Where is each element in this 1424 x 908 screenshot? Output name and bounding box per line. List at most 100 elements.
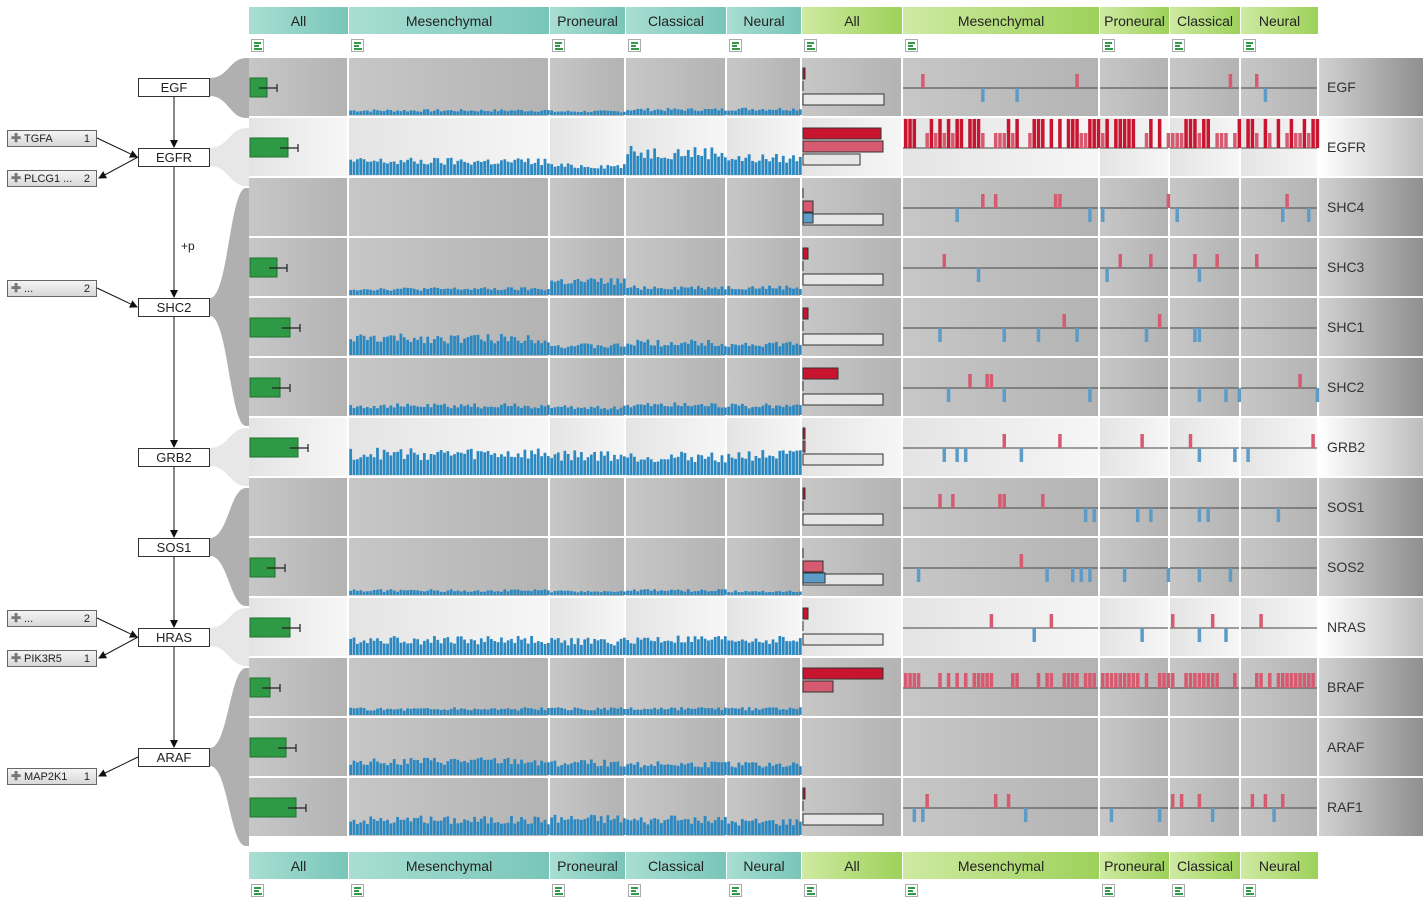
side-node[interactable]: ✚ PIK3R5 1 bbox=[7, 650, 97, 667]
pathway-node-hras[interactable]: HRAS bbox=[138, 628, 210, 647]
sort-icon[interactable] bbox=[552, 39, 565, 52]
expression-sample-bar bbox=[616, 459, 620, 475]
side-node-name: MAP2K1 bbox=[24, 771, 68, 783]
sort-icon[interactable] bbox=[351, 39, 364, 52]
side-node[interactable]: ✚ TGFA 1 bbox=[7, 130, 97, 147]
expand-icon[interactable]: ✚ bbox=[11, 171, 22, 185]
expression-sample-bar bbox=[456, 636, 460, 655]
mutation-mark bbox=[908, 119, 912, 148]
expression-sample-bar bbox=[406, 159, 409, 175]
sort-icon[interactable] bbox=[1102, 39, 1115, 52]
sort-icon[interactable] bbox=[1102, 884, 1115, 897]
expression-sample-bar bbox=[676, 345, 680, 355]
bottom-header-mutation-mesenchymal[interactable]: Mesenchymal bbox=[903, 852, 1100, 879]
gene-label[interactable]: BRAF bbox=[1319, 658, 1423, 716]
expression-sample-bar bbox=[463, 590, 466, 595]
expand-icon[interactable]: ✚ bbox=[11, 131, 22, 145]
sort-icon[interactable] bbox=[804, 39, 817, 52]
expression-sample-bar bbox=[703, 590, 707, 595]
bottom-header-mutation-proneural[interactable]: Proneural bbox=[1100, 852, 1170, 879]
bottom-header-mutation-all[interactable]: All bbox=[802, 852, 903, 879]
gene-label[interactable]: ARAF bbox=[1319, 718, 1423, 776]
gene-label[interactable]: RAF1 bbox=[1319, 778, 1423, 836]
pathway-node-egf[interactable]: EGF bbox=[138, 78, 210, 97]
sort-icon[interactable] bbox=[1243, 884, 1256, 897]
expression-sample-bar bbox=[673, 765, 677, 775]
top-header-mutation-classical[interactable]: Classical bbox=[1170, 7, 1241, 34]
top-header-mutation-proneural[interactable]: Proneural bbox=[1100, 7, 1170, 34]
expression-sample-bar bbox=[490, 590, 493, 595]
mutation-frequency-bar bbox=[802, 393, 884, 406]
pathway-node-egfr[interactable]: EGFR bbox=[138, 148, 210, 167]
expand-icon[interactable]: ✚ bbox=[11, 611, 22, 625]
expression-sample-bar bbox=[622, 405, 626, 415]
sort-icon[interactable] bbox=[1172, 884, 1185, 897]
sort-icon[interactable] bbox=[804, 884, 817, 897]
expression-sample-bar bbox=[622, 591, 626, 595]
expression-sample-bar bbox=[673, 108, 677, 115]
sort-icon[interactable] bbox=[729, 39, 742, 52]
gene-label[interactable]: NRAS bbox=[1319, 598, 1423, 656]
bottom-header-expression-neural[interactable]: Neural bbox=[727, 852, 802, 879]
expression-sample-bar bbox=[453, 111, 456, 115]
bottom-header-expression-all[interactable]: All bbox=[249, 852, 349, 879]
sort-icon[interactable] bbox=[552, 884, 565, 897]
top-header-expression-classical[interactable]: Classical bbox=[626, 7, 727, 34]
side-node[interactable]: ✚ PLCG1 ... 2 bbox=[7, 170, 97, 187]
sort-icon[interactable] bbox=[905, 884, 918, 897]
top-header-expression-proneural[interactable]: Proneural bbox=[550, 7, 626, 34]
bottom-header-expression-classical[interactable]: Classical bbox=[626, 852, 727, 879]
sort-icon[interactable] bbox=[1172, 39, 1185, 52]
expression-sample-bar bbox=[379, 459, 383, 475]
sort-icon[interactable] bbox=[251, 884, 264, 897]
gene-label[interactable]: SOS1 bbox=[1319, 478, 1423, 536]
pathway-node-shc2[interactable]: SHC2 bbox=[138, 298, 210, 317]
gene-label[interactable]: EGFR bbox=[1319, 118, 1423, 176]
bottom-header-mutation-classical[interactable]: Classical bbox=[1170, 852, 1241, 879]
sort-icon[interactable] bbox=[729, 884, 742, 897]
expression-sample-bar bbox=[453, 405, 456, 415]
sort-icon[interactable] bbox=[628, 39, 641, 52]
expand-icon[interactable]: ✚ bbox=[11, 769, 22, 783]
top-header-mutation-mesenchymal[interactable]: Mesenchymal bbox=[903, 7, 1100, 34]
bottom-header-mutation-neural[interactable]: Neural bbox=[1241, 852, 1319, 879]
pathway-node-sos1[interactable]: SOS1 bbox=[138, 538, 210, 557]
gene-label[interactable]: EGF bbox=[1319, 58, 1423, 116]
side-node[interactable]: ✚... 2 bbox=[7, 280, 97, 297]
top-header-expression-all[interactable]: All bbox=[249, 7, 349, 34]
top-header-mutation-all[interactable]: All bbox=[802, 7, 903, 34]
gene-label[interactable]: SHC4 bbox=[1319, 178, 1423, 236]
expression-sample-bar bbox=[443, 288, 446, 295]
expression-sample-bar bbox=[563, 405, 567, 415]
expression-sample-bar bbox=[456, 407, 460, 415]
top-header-expression-mesenchymal[interactable]: Mesenchymal bbox=[349, 7, 550, 34]
sort-icon[interactable] bbox=[628, 884, 641, 897]
side-node[interactable]: ✚... 2 bbox=[7, 610, 97, 627]
gene-label[interactable]: SHC1 bbox=[1319, 298, 1423, 356]
expression-sample-bar bbox=[663, 157, 667, 175]
expand-icon[interactable]: ✚ bbox=[11, 281, 22, 295]
top-header-mutation-neural[interactable]: Neural bbox=[1241, 7, 1319, 34]
gene-label[interactable]: SHC3 bbox=[1319, 238, 1423, 296]
sort-icon[interactable] bbox=[351, 884, 364, 897]
pathway-node-grb2[interactable]: GRB2 bbox=[138, 448, 210, 467]
expression-sample-bar bbox=[516, 453, 520, 475]
gene-label[interactable]: GRB2 bbox=[1319, 418, 1423, 476]
side-node[interactable]: ✚ MAP2K1 1 bbox=[7, 768, 97, 785]
gene-label[interactable]: SHC2 bbox=[1319, 358, 1423, 416]
top-header-expression-neural[interactable]: Neural bbox=[727, 7, 802, 34]
bottom-header-expression-proneural[interactable]: Proneural bbox=[550, 852, 626, 879]
pathway-node-araf[interactable]: ARAF bbox=[138, 748, 210, 767]
expression-sample-bar bbox=[586, 457, 590, 475]
expand-icon[interactable]: ✚ bbox=[11, 651, 22, 665]
mutation-mark bbox=[946, 119, 951, 148]
sort-icon[interactable] bbox=[1243, 39, 1256, 52]
bottom-header-expression-mesenchymal[interactable]: Mesenchymal bbox=[349, 852, 550, 879]
expression-sample-bar bbox=[479, 288, 483, 295]
expression-sample-bar bbox=[723, 589, 727, 595]
gene-label[interactable]: SOS2 bbox=[1319, 538, 1423, 596]
sort-icon[interactable] bbox=[251, 39, 264, 52]
expression-sample-bar bbox=[526, 643, 530, 655]
sort-icon[interactable] bbox=[905, 39, 918, 52]
mutation-frequency-bar bbox=[802, 440, 806, 453]
